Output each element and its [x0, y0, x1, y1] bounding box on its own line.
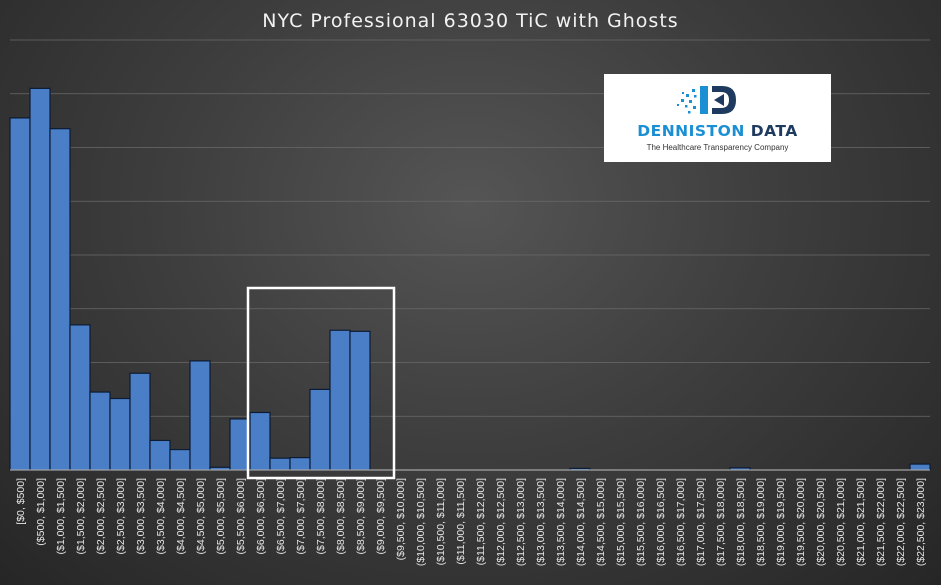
bar: [109, 397, 131, 471]
x-tick-label: ($2,000, $2,500]: [95, 478, 107, 555]
x-tick-label: ($6,000, $6,500]: [255, 478, 267, 555]
bar: [49, 128, 71, 471]
bar: [9, 117, 31, 471]
x-tick-label: ($21,000, $21,500]: [855, 478, 867, 566]
x-tick-label: ($20,000, $20,500]: [815, 478, 827, 566]
logo-tagline: The Healthcare Transparency Company: [646, 143, 789, 152]
bar: [129, 372, 151, 471]
x-tick-label: ($10,500, $11,000]: [435, 478, 447, 565]
x-tick-label: ($2,500, $3,000]: [115, 478, 127, 555]
bar: [69, 324, 91, 471]
x-tick-label: ($8,000, $8,500]: [335, 478, 347, 555]
bar: [329, 329, 351, 471]
bar: [309, 388, 331, 471]
highlight-box: [246, 286, 396, 480]
x-tick-label: ($5,500, $6,000]: [235, 478, 247, 555]
bar: [909, 463, 931, 471]
logo-name-part1: DENNISTON: [637, 122, 745, 140]
x-tick-label: ($5,000, $5,500]: [215, 478, 227, 555]
chart-title: NYC Professional 63030 TiC with Ghosts: [262, 10, 679, 32]
x-tick-label: ($14,000, $14,500]: [575, 478, 587, 566]
bar: [169, 448, 191, 471]
x-tick-label: ($22,000, $22,500]: [895, 478, 907, 566]
bar: [289, 457, 311, 471]
x-tick-label: ($12,000, $12,500]: [495, 478, 507, 566]
x-tick-label: ($7,500, $8,000]: [315, 478, 327, 555]
x-tick-label: ($1,000, $1,500]: [55, 478, 67, 555]
x-tick-label: ($8,500, $9,000]: [355, 478, 367, 555]
x-tick-label: ($13,000, $13,500]: [535, 478, 547, 566]
bar: [149, 439, 171, 471]
x-tick-label: ($4,000, $4,500]: [175, 478, 187, 555]
x-tick-label: ($10,000, $10,500]: [415, 478, 427, 566]
x-tick-label: ($18,000, $18,500]: [735, 478, 747, 566]
bar: [189, 360, 211, 471]
x-tick-label: ($16,500, $17,000]: [675, 478, 687, 566]
x-tick-label: ($14,500, $15,000]: [595, 478, 607, 566]
x-tick-label: ($7,000, $7,500]: [295, 478, 307, 555]
x-tick-label: ($1,500, $2,000]: [75, 478, 87, 555]
x-tick-label: ($500, $1,000]: [35, 478, 47, 546]
x-tick-label: ($6,500, $7,000]: [275, 478, 287, 555]
x-tick-label: ($18,500, $19,000]: [755, 478, 767, 566]
x-tick-label: ($13,500, $14,000]: [555, 478, 567, 566]
x-tick-label: ($19,500, $20,000]: [795, 478, 807, 566]
x-tick-label: ($15,500, $16,000]: [635, 478, 647, 566]
logo-mark-icon: [677, 86, 736, 114]
x-tick-label: ($9,500, $10,000]: [395, 478, 407, 560]
x-tick-label: ($4,500, $5,000]: [195, 478, 207, 555]
x-tick-label: ($16,000, $16,500]: [655, 478, 667, 566]
x-tick-label: ($11,500, $12,000]: [475, 478, 487, 565]
bar: [269, 457, 291, 471]
x-tick-label: ($21,500, $22,000]: [875, 478, 887, 566]
x-tick-label: ($3,500, $4,000]: [155, 478, 167, 555]
x-tick-label: ($22,500, $23,000]: [915, 478, 927, 566]
bar: [29, 87, 51, 471]
x-tick-label: ($3,000, $3,500]: [135, 478, 147, 555]
bar: [249, 411, 271, 471]
denniston-data-logo: DENNISTON DATA The Healthcare Transparen…: [604, 74, 831, 162]
x-tick-label: [$0, $500]: [15, 478, 27, 525]
x-tick-label: ($9,000, $9,500]: [375, 478, 387, 555]
x-tick-label: ($12,500, $13,000]: [515, 478, 527, 566]
logo-name-part2: DATA: [750, 122, 798, 140]
bar: [89, 391, 111, 471]
logo-wordmark: DENNISTON DATA: [604, 122, 831, 140]
x-tick-label: ($19,000, $19,500]: [775, 478, 787, 566]
bar: [349, 330, 371, 471]
x-tick-label: ($20,500, $21,000]: [835, 478, 847, 566]
x-tick-label: ($17,500, $18,000]: [715, 478, 727, 566]
x-tick-label: ($15,000, $15,500]: [615, 478, 627, 566]
x-tick-label: ($11,000, $11,500]: [455, 478, 467, 565]
x-tick-label: ($17,000, $17,500]: [695, 478, 707, 566]
